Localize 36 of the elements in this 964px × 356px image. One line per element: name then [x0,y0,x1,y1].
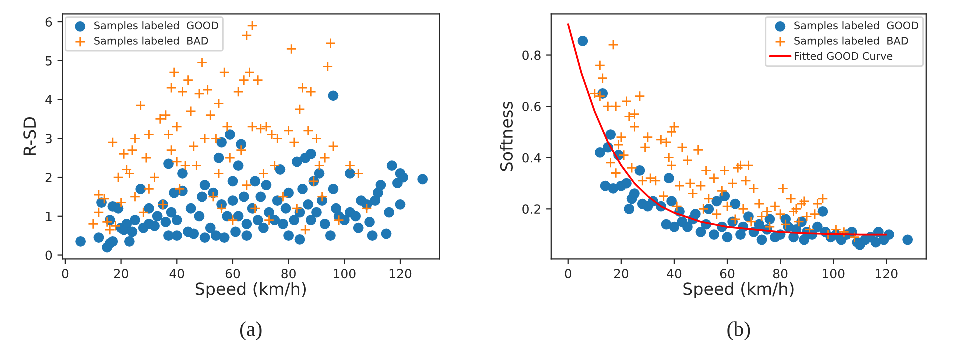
x-tick-label: 20 [114,269,128,279]
y-tick-label: 0.6 [522,102,541,112]
legend-label: Samples labeled BAD [94,36,208,47]
x-tick-label: 100 [334,269,356,279]
y-axis-title: Softness [500,102,514,172]
y-tick-label: 3 [46,134,52,144]
x-tick-label: 0 [62,269,69,279]
y-tick-label: 0.2 [522,204,540,214]
x-tick-label: 100 [823,269,845,279]
x-tick-label: 60 [720,269,735,279]
x-tick-label: 80 [773,269,788,279]
x-tick-label: 20 [614,269,629,279]
y-tick-label: 0.8 [522,50,541,60]
x-tick-label: 80 [282,269,296,279]
text: (a) [240,322,262,341]
y-tick-label: 4 [46,95,52,105]
x-tick-label: 0 [565,269,572,279]
legend-label: Fitted GOOD Curve [795,52,893,60]
y-tick-label: 1 [46,212,52,222]
y-tick-label: 6 [46,17,52,27]
y-axis-title: R-SD [24,118,36,156]
y-tick-label: 2 [46,172,52,182]
x-axis-title: Speed (km/h) [684,282,794,299]
x-tick-label: 120 [876,269,898,279]
x-tick-label: 120 [390,269,412,279]
text: (b) [728,322,750,341]
x-tick-label: 60 [226,269,240,279]
y-tick-label: 0.4 [522,153,541,163]
legend-label: Samples labeled GOOD [94,22,218,32]
x-tick-label: 40 [170,269,184,279]
y-tick-label: 5 [46,56,52,66]
x-axis-title: Speed (km/h) [196,282,306,299]
legend-label: Samples labeled BAD [794,36,908,47]
x-tick-label: 40 [667,269,682,279]
y-tick-label: 0 [46,250,52,260]
legend-label: Samples labeled GOOD [794,22,918,32]
